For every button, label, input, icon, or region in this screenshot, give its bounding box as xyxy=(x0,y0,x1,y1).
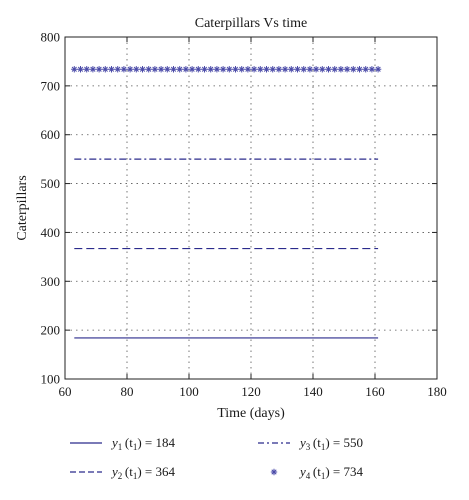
data-point xyxy=(331,66,338,73)
data-point xyxy=(362,66,369,73)
data-point xyxy=(207,66,214,73)
legend-item-3: y3 (t1) = 550 xyxy=(258,435,363,452)
data-point xyxy=(343,66,351,73)
data-point xyxy=(288,66,295,73)
data-point xyxy=(269,66,276,73)
data-point xyxy=(238,66,245,73)
x-tick-label: 100 xyxy=(179,384,199,399)
data-point xyxy=(164,66,171,73)
data-point xyxy=(244,66,252,73)
data-point xyxy=(182,66,190,73)
legend-label: y1 (t1) = 184 xyxy=(110,435,175,452)
legend-label: y3 (t1) = 550 xyxy=(298,435,363,452)
data-point xyxy=(139,66,146,73)
y-axis-label: Caterpillars xyxy=(15,175,30,240)
grid-lines xyxy=(65,37,437,379)
legend-label: y2 (t1) = 364 xyxy=(110,464,175,481)
y-tick-label: 800 xyxy=(41,30,61,45)
data-point xyxy=(126,66,134,73)
x-tick-label: 160 xyxy=(365,384,385,399)
data-point xyxy=(337,66,345,73)
series-4-markers xyxy=(71,66,382,73)
data-point xyxy=(151,66,159,73)
axis-ticks: 60 80 100 120 140 160 180 100 200 300 400 500 600 700… xyxy=(41,30,447,400)
data-point xyxy=(263,66,270,73)
legend-marker xyxy=(270,468,278,476)
data-point xyxy=(195,66,202,73)
y-tick-label: 200 xyxy=(41,323,61,338)
legend: y1 (t1) = 184 y3 (t1) = 550 y2 (t1) = 364 y… xyxy=(70,435,363,481)
data-point xyxy=(83,66,90,73)
data-point xyxy=(71,66,78,73)
legend-item-4: y4 (t1) = 734 xyxy=(270,464,363,481)
x-tick-label: 180 xyxy=(427,384,447,399)
data-point xyxy=(120,66,128,73)
x-tick-label: 60 xyxy=(59,384,72,399)
data-point xyxy=(89,66,97,73)
data-point xyxy=(325,66,332,73)
data-point xyxy=(219,66,227,73)
data-point xyxy=(213,66,221,73)
data-point xyxy=(176,66,183,73)
y-tick-label: 500 xyxy=(41,176,61,191)
data-point xyxy=(257,66,264,73)
data-point xyxy=(275,66,283,73)
data-point xyxy=(114,66,121,73)
legend-item-1: y1 (t1) = 184 xyxy=(70,435,175,452)
legend-label: y4 (t1) = 734 xyxy=(298,464,363,481)
y-tick-label: 100 xyxy=(41,372,61,387)
y-tick-label: 400 xyxy=(41,225,61,240)
data-point xyxy=(368,66,376,73)
data-point xyxy=(226,66,233,73)
data-point xyxy=(145,66,152,73)
data-point xyxy=(108,66,115,73)
data-point xyxy=(188,66,196,73)
data-point xyxy=(294,66,301,73)
data-point xyxy=(133,66,140,73)
x-tick-label: 140 xyxy=(303,384,323,399)
data-point xyxy=(300,66,307,73)
y-tick-label: 300 xyxy=(41,274,61,289)
data-point xyxy=(77,66,84,73)
x-axis-label: Time (days) xyxy=(217,406,285,421)
data-point xyxy=(319,66,326,73)
data-point xyxy=(232,66,239,73)
series-lines xyxy=(71,66,382,339)
data-point xyxy=(170,66,177,73)
data-point xyxy=(102,66,109,73)
data-point xyxy=(356,66,363,73)
data-point xyxy=(95,66,103,73)
data-point xyxy=(201,66,208,73)
data-point xyxy=(374,66,382,73)
y-tick-label: 700 xyxy=(41,78,61,93)
x-tick-label: 80 xyxy=(121,384,134,399)
data-point xyxy=(281,66,289,73)
legend-item-2: y2 (t1) = 364 xyxy=(70,464,175,481)
data-point xyxy=(312,66,320,73)
data-point xyxy=(157,66,165,73)
data-point xyxy=(250,66,258,73)
data-point xyxy=(306,66,314,73)
y-tick-label: 600 xyxy=(41,127,61,142)
x-tick-label: 120 xyxy=(241,384,261,399)
chart-title: Caterpillars Vs time xyxy=(195,16,308,31)
data-point xyxy=(350,66,357,73)
